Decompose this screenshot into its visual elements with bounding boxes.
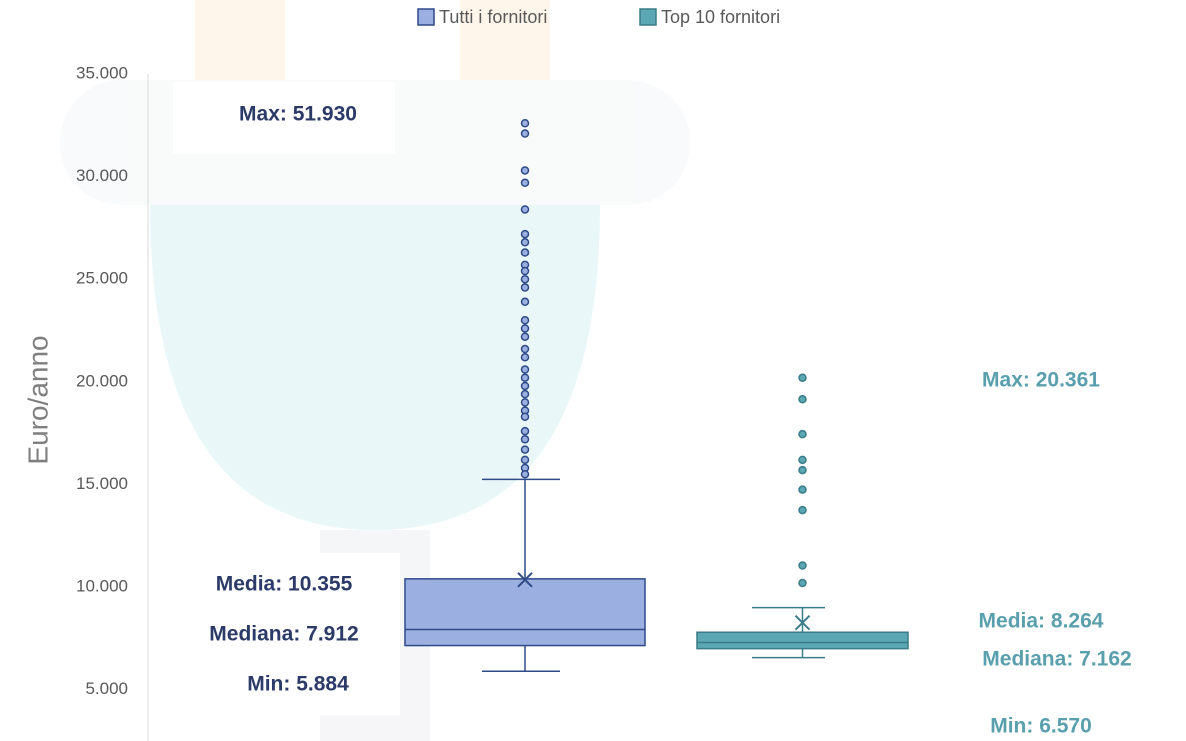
- annotation: Max: 20.361: [982, 369, 1100, 392]
- y-tick-label: 10.000: [76, 577, 128, 596]
- outlier: [520, 166, 530, 175]
- outlier: [520, 297, 530, 307]
- outlier: [520, 283, 530, 292]
- outlier: [520, 178, 530, 188]
- mean-marker: [517, 572, 533, 588]
- y-tick-label: 30.000: [76, 166, 128, 185]
- outlier: [520, 389, 530, 399]
- annotation: Min: 6.570: [990, 715, 1092, 738]
- annotation: Min: 5.884: [247, 673, 349, 696]
- outlier: [798, 505, 807, 515]
- outlier: [520, 445, 530, 454]
- outlier: [520, 316, 530, 325]
- outlier: [798, 395, 807, 404]
- outlier: [520, 332, 530, 341]
- outlier: [520, 435, 530, 444]
- y-tick-label: 25.000: [76, 269, 128, 288]
- y-axis-label: Euro/anno: [22, 335, 53, 464]
- outlier: [520, 426, 530, 436]
- outlier: [798, 373, 807, 382]
- annotation-box: [173, 82, 395, 154]
- legend-swatch: [639, 8, 657, 26]
- outlier: [520, 238, 530, 247]
- outlier: [520, 381, 530, 391]
- outlier: [520, 373, 530, 382]
- y-tick-label: 5.000: [85, 679, 128, 698]
- outlier: [798, 578, 807, 588]
- annotation-box: [170, 553, 400, 715]
- outlier: [520, 274, 530, 284]
- box: [404, 578, 646, 647]
- outlier: [520, 455, 530, 465]
- y-tick-label: 15.000: [76, 474, 128, 493]
- outlier: [520, 266, 530, 276]
- outlier: [520, 129, 530, 138]
- y-tick-label: 35.000: [76, 63, 128, 82]
- outlier: [520, 365, 530, 374]
- outlier: [520, 229, 530, 239]
- annotation: Mediana: 7.912: [209, 623, 358, 646]
- outlier: [520, 119, 530, 128]
- annotation: Media: 10.355: [216, 573, 353, 596]
- legend-swatch: [417, 8, 435, 26]
- outlier: [520, 248, 530, 257]
- outlier: [520, 352, 530, 362]
- outlier: [798, 561, 807, 570]
- mean-marker: [794, 614, 811, 631]
- outlier: [520, 469, 530, 479]
- y-tick-label: 20.000: [76, 371, 128, 390]
- outlier: [520, 412, 530, 421]
- outlier: [520, 344, 530, 354]
- annotation: Media: 8.264: [979, 610, 1104, 633]
- outlier: [798, 465, 807, 475]
- outlier: [798, 429, 807, 439]
- outlier: [798, 485, 807, 494]
- outlier: [520, 324, 530, 333]
- annotation: Mediana: 7.162: [982, 648, 1131, 671]
- outlier: [798, 455, 807, 465]
- legend-label: Tutti i fornitori: [439, 7, 547, 27]
- legend-label: Top 10 fornitori: [661, 7, 780, 27]
- box: [696, 631, 909, 650]
- annotation: Max: 51.930: [239, 103, 357, 126]
- outlier: [520, 205, 530, 214]
- outlier: [520, 398, 530, 407]
